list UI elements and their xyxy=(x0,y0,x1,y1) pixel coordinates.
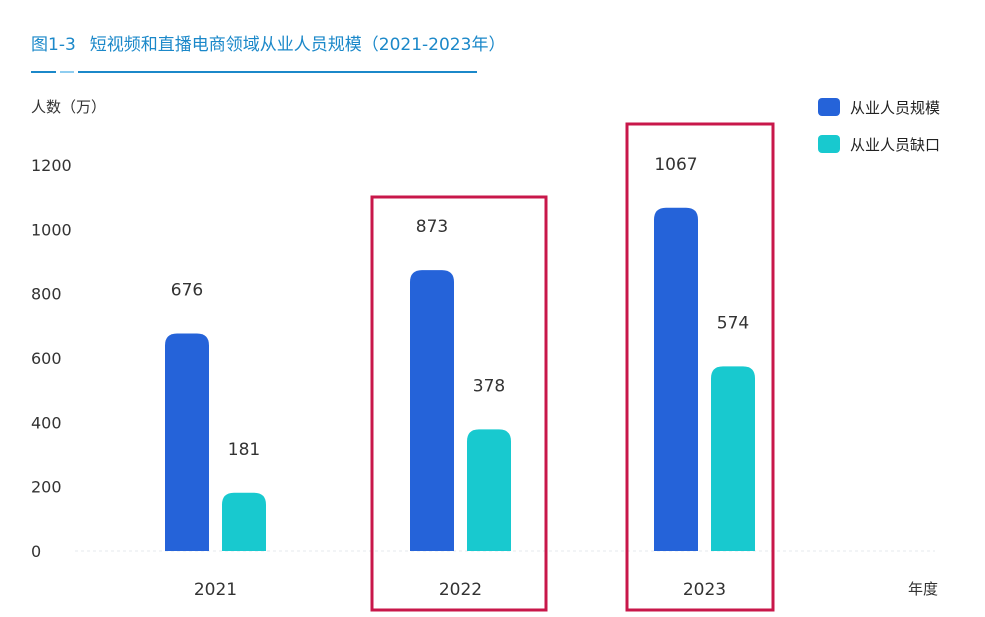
bar-2023-series-2 xyxy=(711,366,755,551)
legend-label-gap: 从业人员缺口 xyxy=(850,135,941,154)
y-tick-label-200: 200 xyxy=(31,478,62,497)
y-tick-label-600: 600 xyxy=(31,349,62,368)
legend-item-gap: 从业人员缺口 xyxy=(818,129,940,159)
title-underline-accent xyxy=(60,71,74,73)
bar-2022-series-2 xyxy=(467,429,511,551)
chart-title: 图1-3 短视频和直播电商领域从业人员规模（2021-2023年） xyxy=(31,30,505,55)
figure-title: 短视频和直播电商领域从业人员规模（2021-2023年） xyxy=(89,35,506,55)
data-label-2021-series-1: 676 xyxy=(171,281,203,301)
bar-2021-series-2 xyxy=(222,492,266,551)
highlight-box-2022 xyxy=(370,195,548,612)
legend-label-scale: 从业人员规模 xyxy=(850,98,941,117)
legend: 从业人员规模 从业人员缺口 xyxy=(818,92,940,166)
figure-number: 图1-3 xyxy=(31,35,76,55)
bar-2022-series-1 xyxy=(410,270,454,551)
data-label-2022-series-2: 378 xyxy=(473,376,505,396)
y-tick-label-1200: 1200 xyxy=(31,156,72,175)
y-tick-label-0: 0 xyxy=(31,542,41,561)
bar-2023-series-1 xyxy=(654,207,698,551)
data-label-2023-series-2: 574 xyxy=(717,313,749,333)
bar-2021-series-1 xyxy=(165,333,209,551)
x-tick-label-2022: 2022 xyxy=(439,580,482,600)
y-tick-label-800: 800 xyxy=(31,285,62,304)
legend-swatch-scale xyxy=(818,98,840,116)
data-label-2022-series-1: 873 xyxy=(416,217,448,237)
x-tick-label-2023: 2023 xyxy=(683,580,726,600)
y-tick-label-400: 400 xyxy=(31,413,62,432)
x-tick-label-2021: 2021 xyxy=(194,580,237,600)
legend-swatch-gap xyxy=(818,135,840,153)
y-axis-label: 人数（万） xyxy=(31,98,107,116)
data-label-2023-series-1: 1067 xyxy=(654,155,697,175)
y-tick-label-1000: 1000 xyxy=(31,220,72,239)
data-label-2021-series-2: 181 xyxy=(228,440,260,460)
legend-item-scale: 从业人员规模 xyxy=(818,92,940,122)
x-axis-label: 年度 xyxy=(908,580,938,598)
title-underline xyxy=(31,71,477,73)
highlight-box-2023 xyxy=(625,122,775,612)
